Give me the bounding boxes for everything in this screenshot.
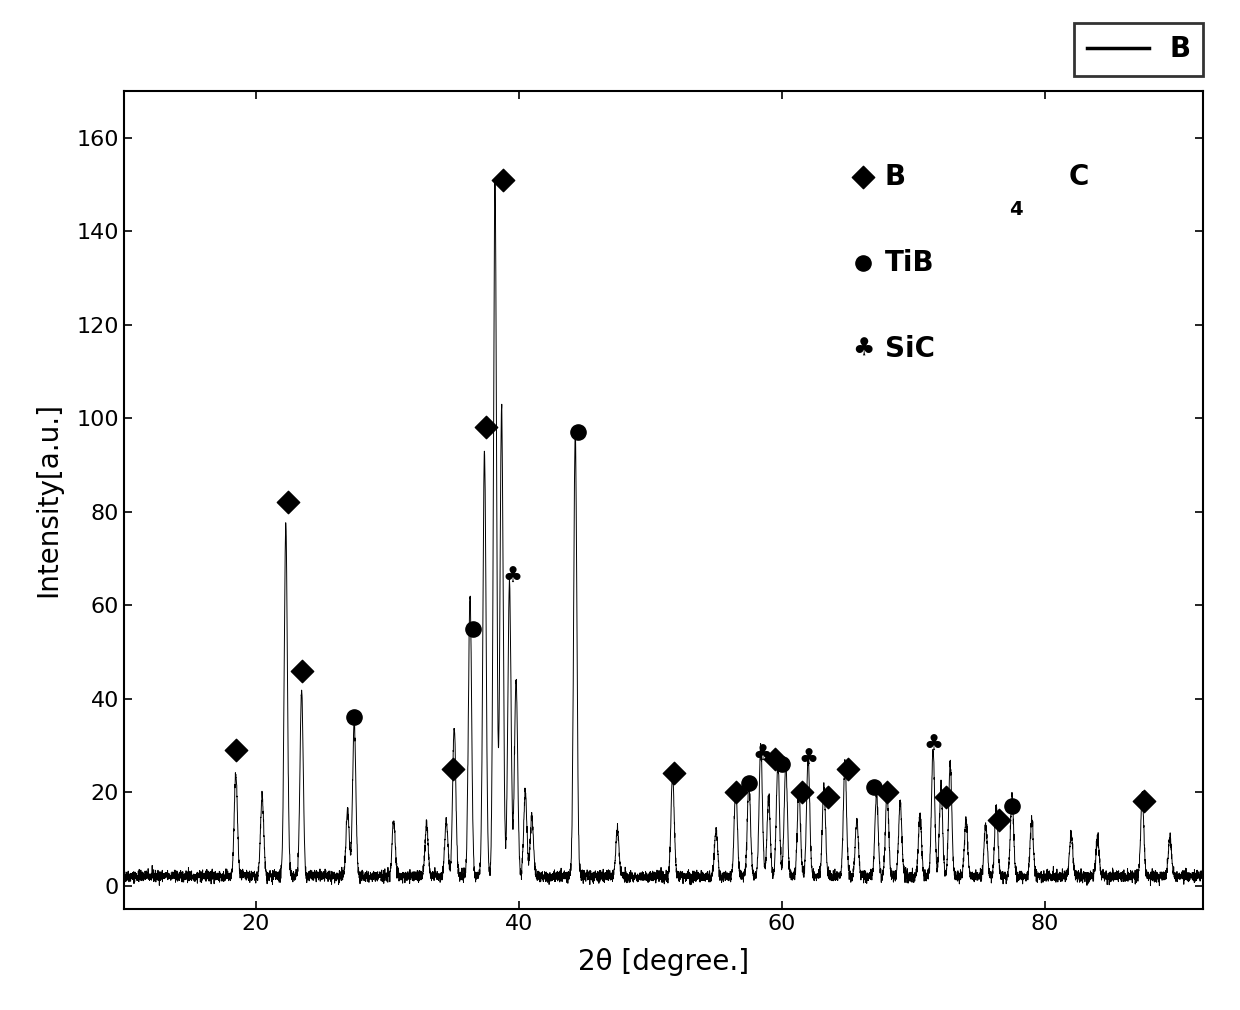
Point bbox=[818, 789, 838, 805]
Point bbox=[771, 756, 791, 773]
Legend: B: B bbox=[1074, 22, 1203, 76]
Point bbox=[990, 812, 1009, 828]
Point bbox=[226, 742, 246, 759]
Point bbox=[853, 169, 873, 185]
Text: ♣: ♣ bbox=[923, 735, 944, 755]
Text: 4: 4 bbox=[1009, 200, 1023, 219]
Point bbox=[291, 663, 311, 679]
Point bbox=[765, 751, 785, 768]
X-axis label: 2θ [degree.]: 2θ [degree.] bbox=[578, 947, 749, 976]
Text: TiB: TiB bbox=[884, 248, 934, 277]
Point bbox=[791, 784, 811, 800]
Point bbox=[568, 424, 588, 440]
Point bbox=[494, 172, 513, 188]
Point bbox=[463, 620, 482, 636]
Point bbox=[725, 784, 745, 800]
Point bbox=[877, 784, 897, 800]
Point bbox=[663, 766, 683, 782]
Point bbox=[345, 709, 365, 725]
Text: ♣: ♣ bbox=[502, 567, 522, 587]
Text: B: B bbox=[884, 163, 905, 191]
Text: ♣: ♣ bbox=[799, 749, 818, 770]
Text: ♣: ♣ bbox=[753, 744, 773, 765]
Point bbox=[838, 761, 858, 777]
Point bbox=[476, 419, 496, 435]
Point bbox=[1133, 794, 1153, 810]
Point bbox=[936, 789, 956, 805]
Point bbox=[443, 761, 463, 777]
Point bbox=[1002, 798, 1022, 814]
Text: C: C bbox=[1069, 163, 1089, 191]
Y-axis label: Intensity[a.u.]: Intensity[a.u.] bbox=[35, 402, 63, 598]
Point bbox=[279, 494, 299, 510]
Text: SiC: SiC bbox=[884, 334, 935, 363]
Point bbox=[864, 780, 884, 796]
Text: ♣: ♣ bbox=[852, 336, 874, 361]
Point bbox=[739, 775, 759, 791]
Point bbox=[853, 255, 873, 271]
